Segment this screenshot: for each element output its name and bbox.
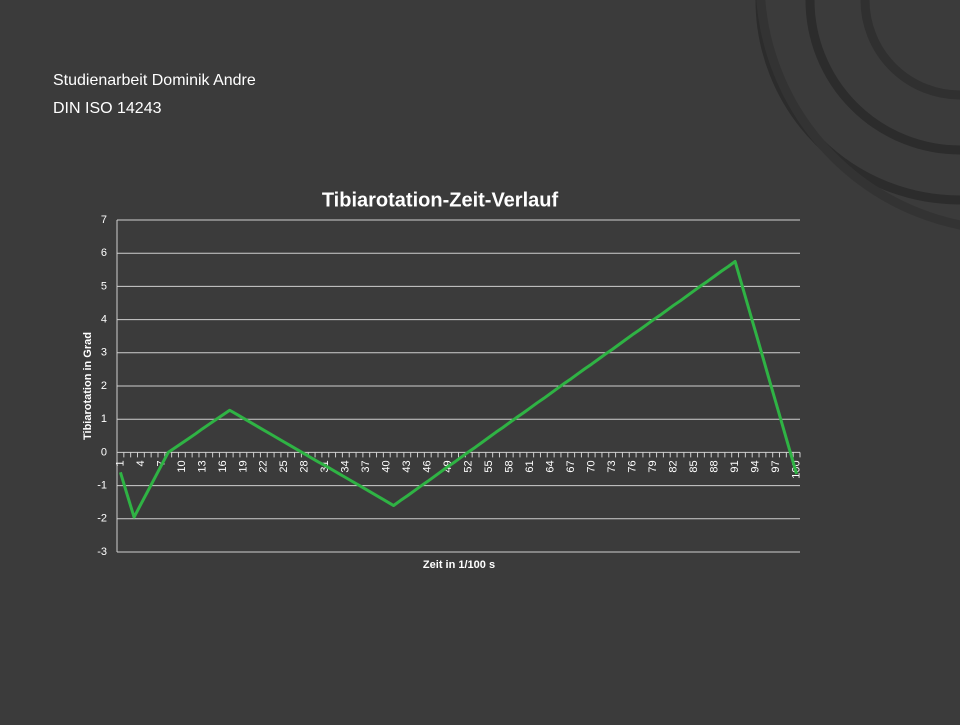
data-line — [118, 260, 799, 519]
x-tick-label: 43 — [401, 460, 413, 472]
x-tick-label: 1 — [114, 460, 126, 466]
y-tick-label: 7 — [101, 214, 107, 226]
x-tick-label: 97 — [770, 460, 782, 472]
slide-line: Studienarbeit Dominik Andre — [53, 72, 256, 89]
y-tick-label: 4 — [101, 314, 107, 326]
chart-title: Tibiarotation-Zeit-Verlauf — [322, 189, 559, 211]
x-tick-label: 61 — [524, 460, 536, 472]
decor-arc — [860, 0, 960, 100]
x-tick-label: 73 — [606, 460, 618, 472]
x-tick-label: 91 — [729, 460, 741, 472]
x-tick-label: 82 — [668, 460, 680, 472]
x-tick-label: 25 — [278, 460, 290, 472]
y-tick-label: 0 — [101, 446, 107, 458]
x-tick-label: 19 — [237, 460, 249, 472]
y-tick-label: -1 — [97, 480, 107, 492]
y-tick-label: 5 — [101, 280, 107, 292]
x-axis-title: Zeit in 1/100 s — [423, 559, 495, 571]
x-tick-label: 37 — [360, 460, 372, 472]
x-tick-label: 16 — [217, 460, 229, 472]
y-axis-title: Tibiarotation in Grad — [82, 332, 94, 440]
y-tick-label: -3 — [97, 546, 107, 558]
y-tick-label: 6 — [101, 247, 107, 259]
slide-line: DIN ISO 14243 — [53, 100, 162, 117]
x-tick-label: 52 — [463, 460, 475, 472]
x-tick-label: 67 — [565, 460, 577, 472]
x-tick-label: 4 — [135, 460, 147, 466]
x-tick-label: 46 — [422, 460, 434, 472]
x-tick-label: 22 — [258, 460, 270, 472]
x-tick-label: 85 — [688, 460, 700, 472]
x-tick-label: 94 — [750, 460, 762, 472]
x-tick-label: 58 — [504, 460, 516, 472]
x-tick-label: 79 — [647, 460, 659, 472]
x-tick-label: 13 — [196, 460, 208, 472]
x-tick-label: 76 — [627, 460, 639, 472]
y-tick-label: 1 — [101, 413, 107, 425]
y-tick-label: -2 — [97, 513, 107, 525]
y-tick-label: 2 — [101, 380, 107, 392]
x-tick-label: 88 — [709, 460, 721, 472]
decoration — [755, 0, 960, 230]
x-tick-label: 70 — [586, 460, 598, 472]
x-tick-label: 28 — [299, 460, 311, 472]
x-tick-label: 40 — [381, 460, 393, 472]
x-tick-label: 10 — [176, 460, 188, 472]
decor-arc — [805, 0, 960, 155]
x-tick-label: 55 — [483, 460, 495, 472]
x-tick-label: 64 — [545, 460, 557, 472]
x-tick-label: 34 — [340, 460, 352, 472]
y-tick-label: 3 — [101, 347, 107, 359]
